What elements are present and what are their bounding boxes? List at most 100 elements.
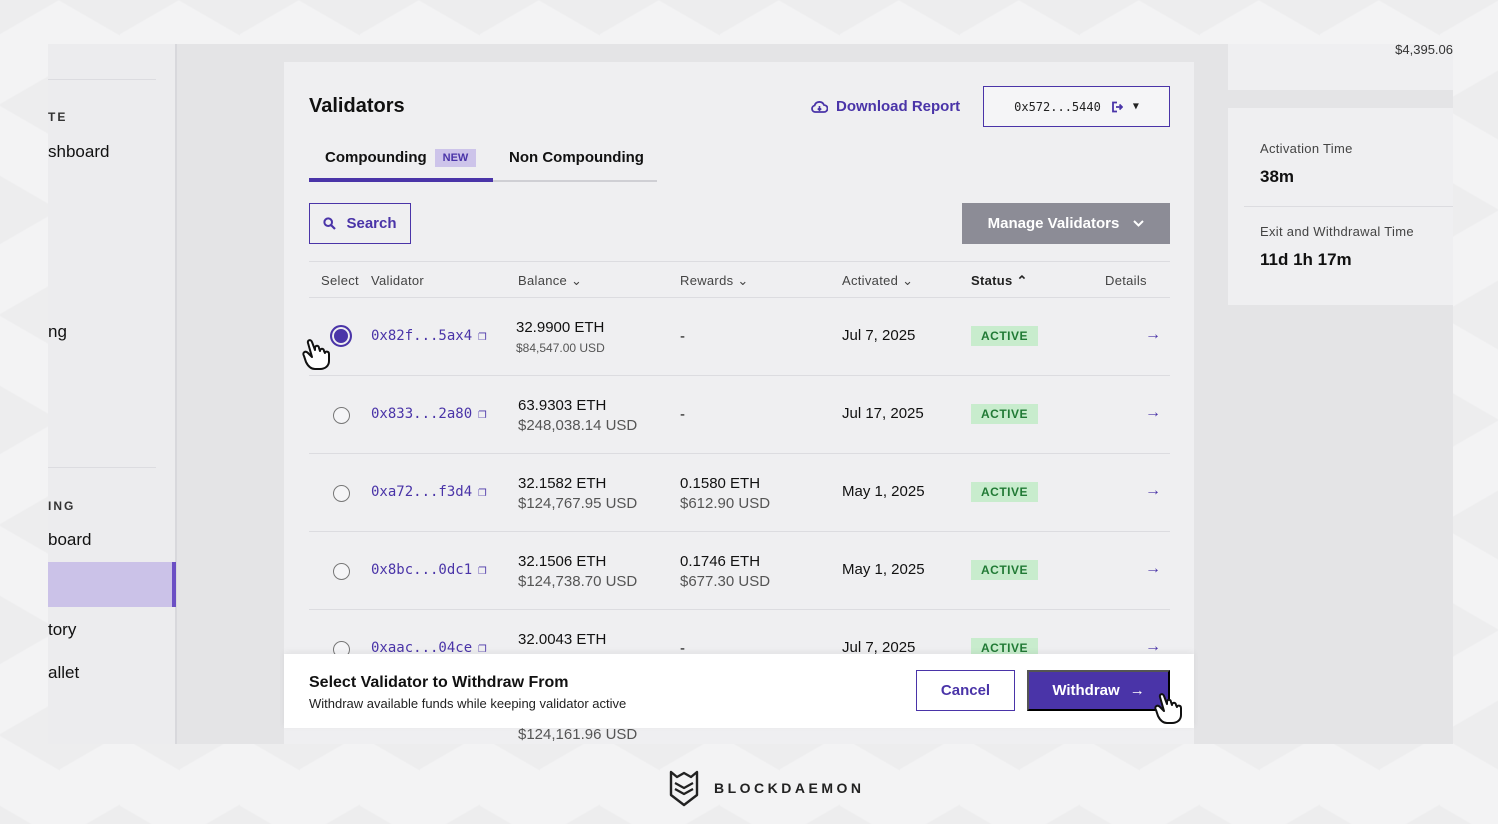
search-label: Search	[346, 215, 397, 232]
validator-address[interactable]: 0xaac...04ce ❐	[371, 640, 487, 656]
status-badge: ACTIVE	[971, 560, 1039, 580]
balance-cell: 32.1582 ETH $124,767.95 USD	[518, 474, 637, 514]
rewards-usd: $612.90 USD	[680, 495, 771, 512]
arrow-right-icon[interactable]: →	[1145, 560, 1161, 577]
table-row[interactable]: 0xa72...f3d4 ❐ 32.1582 ETH $124,767.95 U…	[309, 454, 1170, 532]
validator-address-text: 0x833...2a80	[371, 406, 473, 422]
activated-date: May 1, 2025	[842, 561, 925, 578]
header-details: Details	[1105, 273, 1147, 288]
rewards-cell: 0.1746 ETH $677.30 USD	[680, 552, 770, 592]
wallet-address-dropdown[interactable]: 0x572...5440 ▼	[983, 86, 1170, 127]
table-row[interactable]: 0x833...2a80 ❐ 63.9303 ETH $248,038.14 U…	[309, 376, 1170, 454]
table-row[interactable]: 0x82f...5ax4 ❐ 32.9900 ETH $84,547.00 US…	[309, 298, 1170, 376]
arrow-right-icon[interactable]: →	[1145, 404, 1161, 421]
sidebar-section-label: ING	[48, 499, 76, 513]
activated-date: May 1, 2025	[842, 483, 925, 500]
validator-address-text: 0xaac...04ce	[371, 640, 473, 656]
select-radio[interactable]	[333, 485, 350, 502]
sidebar-item-staking[interactable]: ng	[48, 322, 67, 341]
chevron-up-icon: ⌃	[1016, 273, 1028, 288]
sidebar-item-wallet[interactable]: allet	[48, 663, 80, 682]
status-badge: ACTIVE	[971, 326, 1039, 346]
search-icon	[323, 217, 337, 230]
arrow-right-icon[interactable]: →	[1145, 638, 1161, 655]
copy-icon[interactable]: ❐	[478, 406, 487, 422]
manage-validators-button[interactable]: Manage Validators	[962, 203, 1170, 244]
download-report-label: Download Report	[836, 98, 961, 115]
withdraw-button[interactable]: Withdraw →	[1027, 670, 1170, 711]
sidebar-item-validators-active[interactable]	[48, 562, 176, 607]
card-divider	[1244, 206, 1453, 207]
sidebar-item-staking-dashboard[interactable]: board	[48, 530, 92, 549]
cloud-download-icon	[811, 100, 828, 113]
status-badge: ACTIVE	[971, 404, 1039, 424]
logout-icon	[1111, 101, 1123, 112]
copy-icon[interactable]: ❐	[478, 328, 487, 344]
validator-address-text: 0x8bc...0dc1	[371, 562, 473, 578]
balance-eth: 32.9900 ETH	[516, 319, 605, 336]
rewards-eth: 0.1580 ETH	[680, 475, 761, 492]
balance-cell: 32.0043 ETH	[518, 630, 606, 650]
download-report-button[interactable]: Download Report	[811, 98, 960, 115]
validator-address[interactable]: 0x8bc...0dc1 ❐	[371, 562, 487, 578]
tab-compounding[interactable]: Compounding NEW	[325, 149, 477, 167]
action-bar-title: Select Validator to Withdraw From	[309, 674, 569, 691]
new-badge: NEW	[434, 149, 477, 167]
activation-time-label: Activation Time	[1260, 141, 1353, 156]
sidebar-section-label: TE	[48, 110, 68, 124]
table-header: Select Validator Balance ⌄ Rewards ⌄ Act…	[309, 261, 1170, 298]
rewards-cell: -	[680, 328, 685, 345]
tab-compounding-label: Compounding	[325, 149, 427, 166]
arrow-right-icon: →	[1129, 682, 1145, 699]
withdraw-label: Withdraw	[1052, 682, 1120, 699]
status-badge: ACTIVE	[971, 638, 1039, 658]
activated-date: Jul 7, 2025	[842, 639, 916, 656]
withdraw-action-bar: Select Validator to Withdraw From Withdr…	[284, 654, 1194, 728]
select-radio[interactable]	[333, 563, 350, 580]
balance-cell: 32.9900 ETH $84,547.00 USD	[516, 318, 605, 358]
header-validator: Validator	[371, 273, 425, 288]
brand-name: BLOCKDAEMON	[714, 780, 865, 796]
validator-address[interactable]: 0x82f...5ax4 ❐	[371, 328, 487, 344]
validator-address[interactable]: 0x833...2a80 ❐	[371, 406, 487, 422]
balance-card: $4,395.06	[1228, 44, 1453, 90]
action-bar-subtitle: Withdraw available funds while keeping v…	[309, 696, 627, 711]
copy-icon[interactable]: ❐	[478, 562, 487, 578]
header-rewards-label: Rewards	[680, 273, 734, 288]
header-activated-label: Activated	[842, 273, 899, 288]
validator-address-text: 0x82f...5ax4	[371, 328, 473, 344]
select-radio[interactable]	[333, 407, 350, 424]
sidebar-item-dashboard[interactable]: shboard	[48, 142, 110, 161]
sidebar-divider	[48, 79, 156, 80]
sidebar-item-history[interactable]: tory	[48, 620, 77, 639]
header-activated[interactable]: Activated ⌄	[842, 273, 913, 289]
header-select: Select	[321, 273, 359, 288]
wallet-address: 0x572...5440	[1014, 99, 1101, 114]
header-status[interactable]: Status ⌃	[971, 273, 1028, 289]
sidebar-divider	[48, 467, 156, 468]
header-balance[interactable]: Balance ⌄	[518, 273, 582, 289]
copy-icon[interactable]: ❐	[478, 640, 487, 656]
table-row[interactable]: 0x8bc...0dc1 ❐ 32.1506 ETH $124,738.70 U…	[309, 532, 1170, 610]
header-status-label: Status	[971, 273, 1013, 288]
balance-cell: 63.9303 ETH $248,038.14 USD	[518, 396, 637, 436]
rewards-usd: $677.30 USD	[680, 573, 771, 590]
chevron-down-icon: ⌄	[902, 273, 914, 288]
search-button[interactable]: Search	[309, 203, 411, 244]
balance-eth: 32.0043 ETH	[518, 631, 607, 648]
arrow-right-icon[interactable]: →	[1145, 482, 1161, 499]
activated-date: Jul 17, 2025	[842, 405, 924, 422]
balance-usd: $248,038.14 USD	[518, 417, 638, 434]
select-radio[interactable]	[330, 325, 352, 347]
arrow-right-icon[interactable]: →	[1145, 326, 1161, 343]
page-title: Validators	[309, 95, 405, 117]
copy-icon[interactable]: ❐	[478, 484, 487, 500]
tab-non-compounding[interactable]: Non Compounding	[509, 149, 644, 166]
cancel-button[interactable]: Cancel	[916, 670, 1015, 711]
exit-time-label: Exit and Withdrawal Time	[1260, 224, 1414, 239]
header-rewards[interactable]: Rewards ⌄	[680, 273, 749, 289]
chevron-down-icon	[1133, 220, 1145, 227]
validators-panel: Validators Download Report 0x572...5440 …	[284, 62, 1194, 744]
validator-address[interactable]: 0xa72...f3d4 ❐	[371, 484, 487, 500]
balance-usd: $124,161.96 USD	[518, 726, 638, 743]
